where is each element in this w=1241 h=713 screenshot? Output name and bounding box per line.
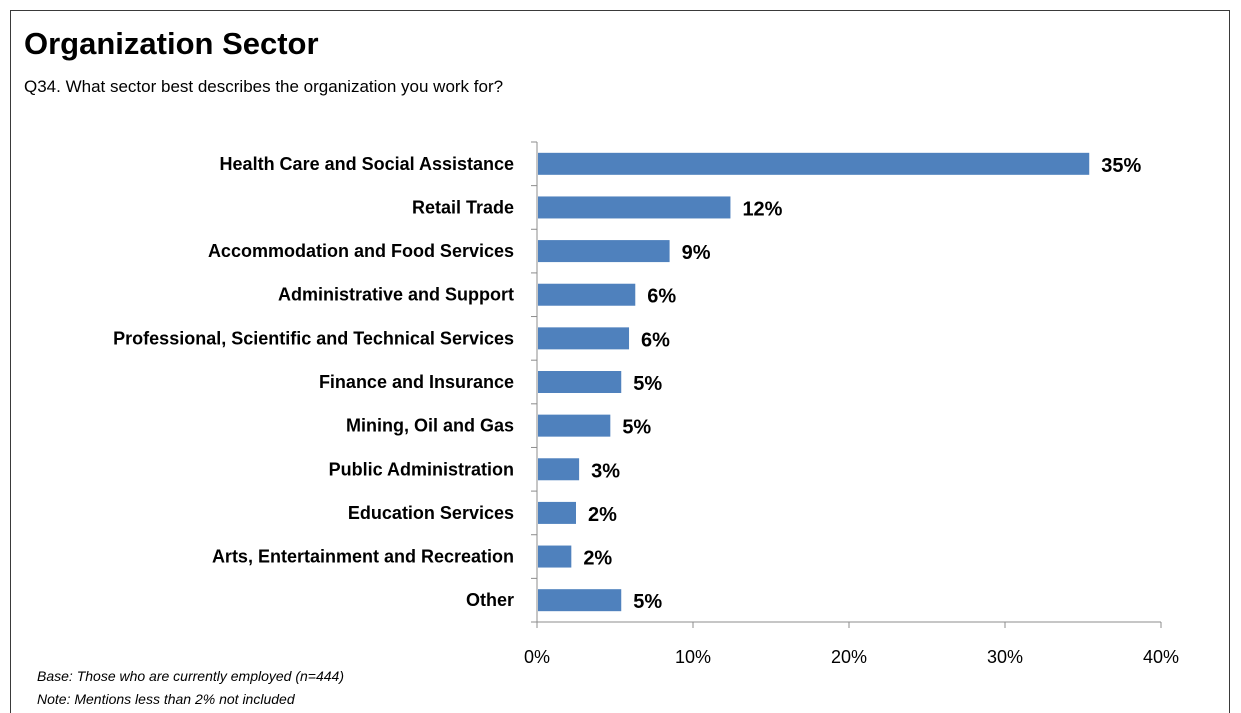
category-label: Education Services [348,503,514,523]
value-label: 12% [742,198,782,220]
x-tick-label: 0% [524,647,550,667]
chart-frame [10,10,1230,713]
chart-title: Organization Sector [24,26,319,61]
value-label: 6% [641,329,670,351]
bar [538,196,731,219]
value-label: 3% [591,460,620,482]
category-label: Other [466,590,514,610]
category-label: Health Care and Social Assistance [220,154,514,174]
value-label: 9% [682,242,711,264]
base-footnote: Base: Those who are currently employed (… [37,668,344,684]
chart-subtitle: Q34. What sector best describes the orga… [24,77,504,96]
x-tick-label: 20% [831,647,867,667]
x-tick-label: 40% [1143,647,1179,667]
bar [538,240,670,263]
bar [538,589,622,612]
bar [538,327,630,350]
x-tick-label: 30% [987,647,1023,667]
category-label: Professional, Scientific and Technical S… [113,328,514,348]
category-label: Finance and Insurance [319,372,514,392]
bar [538,501,576,524]
bar [538,414,611,437]
note-footnote: Note: Mentions less than 2% not included [37,691,295,707]
category-label: Arts, Entertainment and Recreation [212,547,514,567]
bar [538,152,1090,175]
category-label: Retail Trade [412,197,514,217]
value-label: 35% [1101,155,1141,177]
value-label: 6% [647,286,676,308]
category-label: Public Administration [329,459,514,479]
bar [538,458,580,481]
value-label: 5% [622,417,651,439]
bar [538,545,572,568]
category-label: Administrative and Support [278,285,514,305]
value-label: 2% [588,504,617,526]
x-tick-label: 10% [675,647,711,667]
category-label: Accommodation and Food Services [208,241,514,261]
category-label: Mining, Oil and Gas [346,416,514,436]
bar [538,283,636,306]
value-label: 5% [633,373,662,395]
value-label: 2% [583,548,612,570]
bar [538,371,622,393]
value-label: 5% [633,591,662,613]
